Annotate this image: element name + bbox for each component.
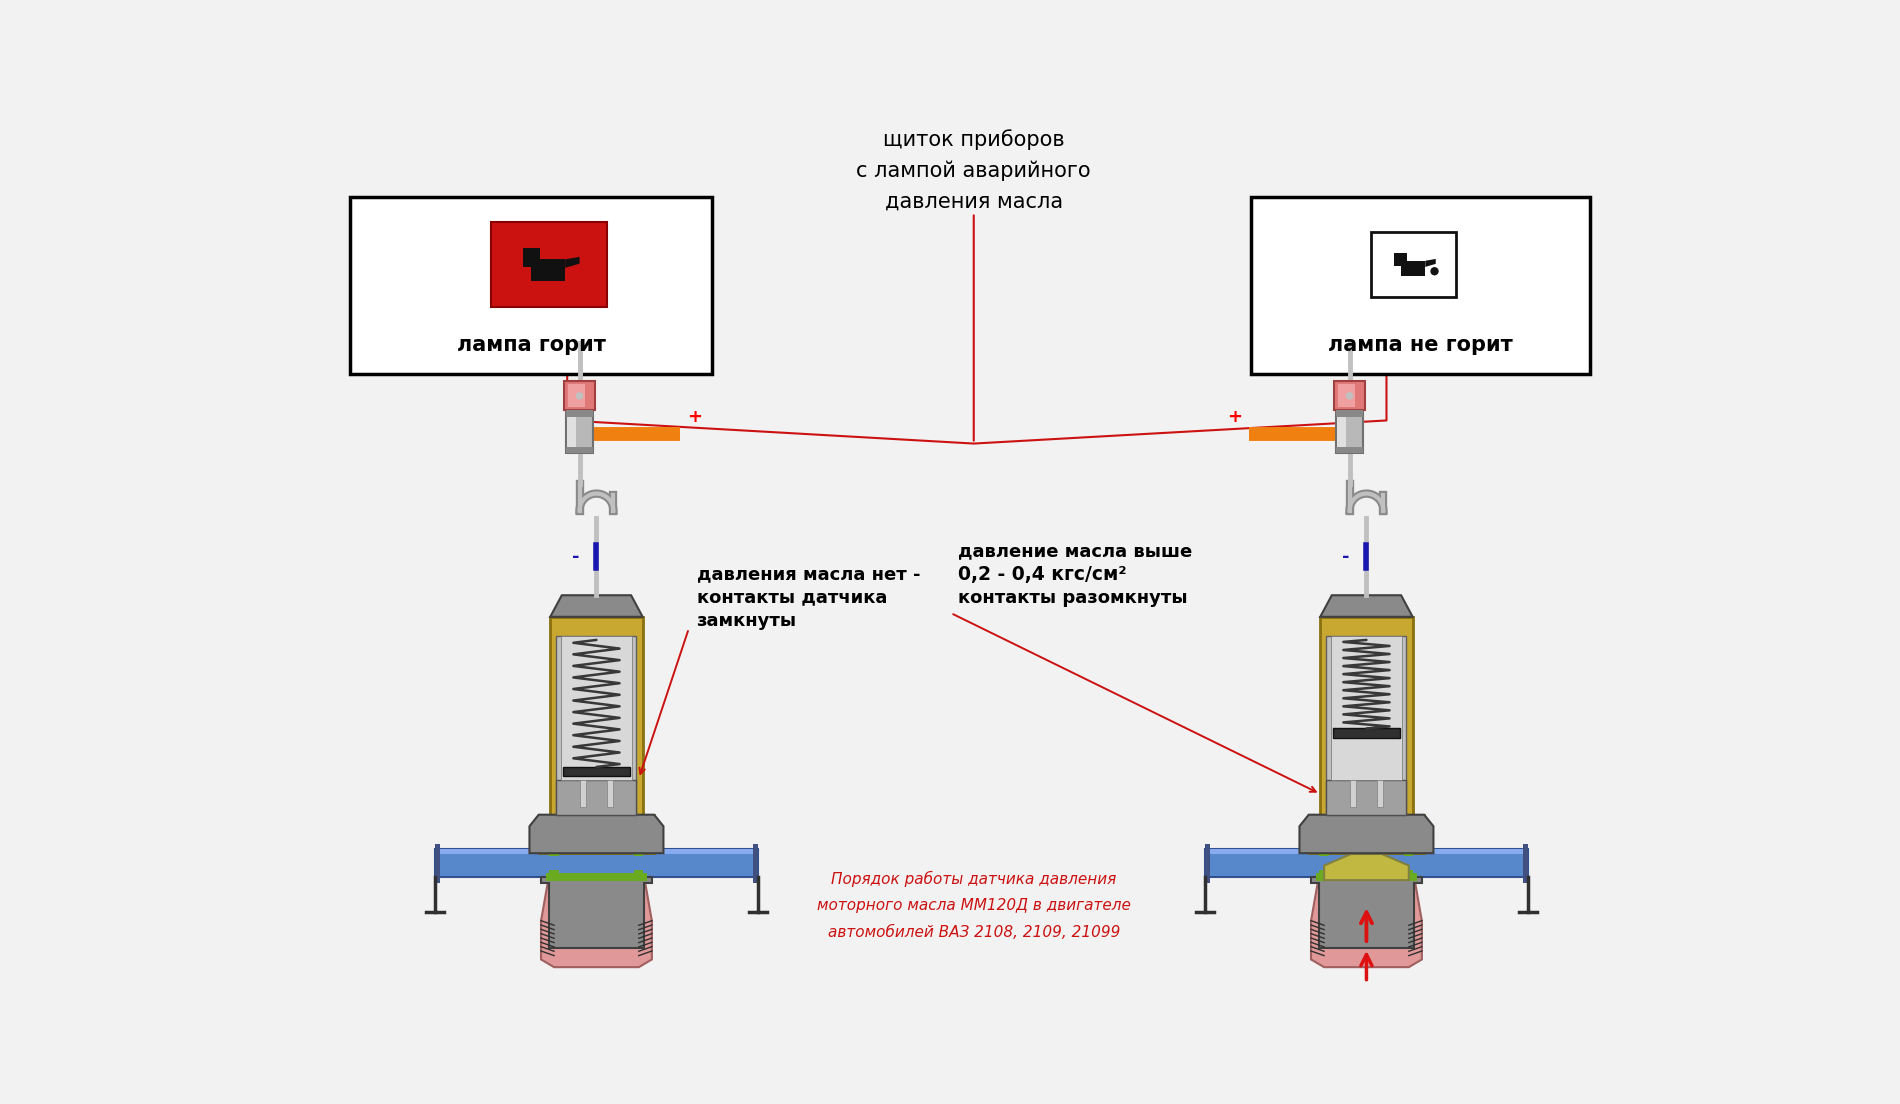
Bar — [557, 636, 636, 815]
Polygon shape — [1324, 854, 1408, 880]
Text: замкнуты: замкнуты — [697, 612, 796, 629]
Text: +: + — [1227, 407, 1243, 426]
Bar — [1336, 411, 1364, 416]
Bar — [635, 847, 644, 857]
Bar — [1319, 847, 1328, 857]
Bar — [566, 411, 593, 453]
Text: лампа не горит: лампа не горит — [1328, 335, 1512, 355]
Bar — [562, 767, 631, 776]
Bar — [580, 781, 585, 807]
Polygon shape — [1320, 595, 1412, 617]
Bar — [1317, 846, 1417, 853]
Polygon shape — [1400, 261, 1425, 276]
Bar — [566, 447, 593, 453]
Bar — [1378, 781, 1383, 807]
Bar — [1336, 447, 1364, 453]
Bar — [1349, 781, 1357, 807]
Bar — [1332, 729, 1400, 737]
Bar — [1326, 636, 1406, 815]
Bar — [547, 846, 646, 853]
Bar — [1334, 381, 1364, 411]
Bar — [557, 781, 636, 815]
Text: давление масла выше: давление масла выше — [958, 542, 1193, 561]
Polygon shape — [1205, 849, 1528, 854]
Bar — [1205, 843, 1210, 882]
Bar — [1404, 870, 1414, 880]
Bar — [1404, 847, 1414, 857]
Polygon shape — [1309, 617, 1425, 853]
Polygon shape — [1311, 877, 1421, 948]
Polygon shape — [542, 877, 652, 948]
Bar — [568, 384, 585, 407]
Text: контакты датчика: контакты датчика — [697, 588, 887, 606]
Bar — [568, 411, 576, 453]
Text: 0,2 - 0,4 кгс/см²: 0,2 - 0,4 кгс/см² — [958, 565, 1127, 584]
Bar — [608, 781, 614, 807]
Polygon shape — [564, 257, 580, 268]
Text: моторного масла ММ120Д в двигателе: моторного масла ММ120Д в двигателе — [817, 898, 1130, 913]
Text: -: - — [1341, 548, 1349, 565]
Text: +: + — [688, 407, 703, 426]
Bar — [1326, 781, 1406, 815]
Polygon shape — [1425, 259, 1436, 267]
Bar — [549, 847, 559, 857]
Bar — [635, 870, 644, 880]
Bar — [1319, 870, 1328, 880]
Text: лампа горит: лампа горит — [456, 335, 606, 355]
Bar — [560, 636, 633, 781]
Polygon shape — [435, 849, 758, 854]
Bar — [1338, 384, 1355, 407]
Bar — [350, 198, 712, 374]
Circle shape — [576, 393, 583, 399]
Bar — [549, 870, 559, 880]
Bar — [435, 843, 441, 882]
Polygon shape — [532, 259, 564, 280]
Polygon shape — [540, 617, 654, 853]
Bar — [1332, 636, 1402, 781]
Bar — [1522, 843, 1528, 882]
Bar — [1317, 873, 1417, 881]
Text: -: - — [572, 548, 580, 565]
Bar — [1250, 198, 1590, 374]
Polygon shape — [542, 877, 652, 967]
Bar — [566, 411, 593, 416]
Polygon shape — [1205, 849, 1528, 877]
Polygon shape — [522, 248, 540, 266]
Circle shape — [1431, 268, 1438, 275]
Text: Порядок работы датчика давления: Порядок работы датчика давления — [830, 871, 1117, 887]
Polygon shape — [1395, 253, 1406, 266]
Bar — [1336, 411, 1364, 453]
Text: давления масла нет -: давления масла нет - — [697, 565, 920, 583]
Polygon shape — [530, 815, 663, 853]
Polygon shape — [1311, 877, 1421, 967]
Text: автомобилей ВАЗ 2108, 2109, 21099: автомобилей ВАЗ 2108, 2109, 21099 — [828, 925, 1119, 941]
Polygon shape — [551, 595, 642, 617]
Bar — [547, 873, 646, 881]
Bar — [564, 381, 595, 411]
Circle shape — [1347, 393, 1353, 399]
Text: контакты разомкнуты: контакты разомкнуты — [958, 588, 1188, 606]
Polygon shape — [435, 849, 758, 877]
Bar — [492, 222, 606, 307]
Bar — [752, 843, 758, 882]
Polygon shape — [1300, 815, 1433, 853]
Text: щиток приборов
с лампой аварийного
давления масла: щиток приборов с лампой аварийного давле… — [857, 129, 1091, 212]
Bar — [1372, 232, 1455, 297]
Bar — [1338, 411, 1345, 453]
